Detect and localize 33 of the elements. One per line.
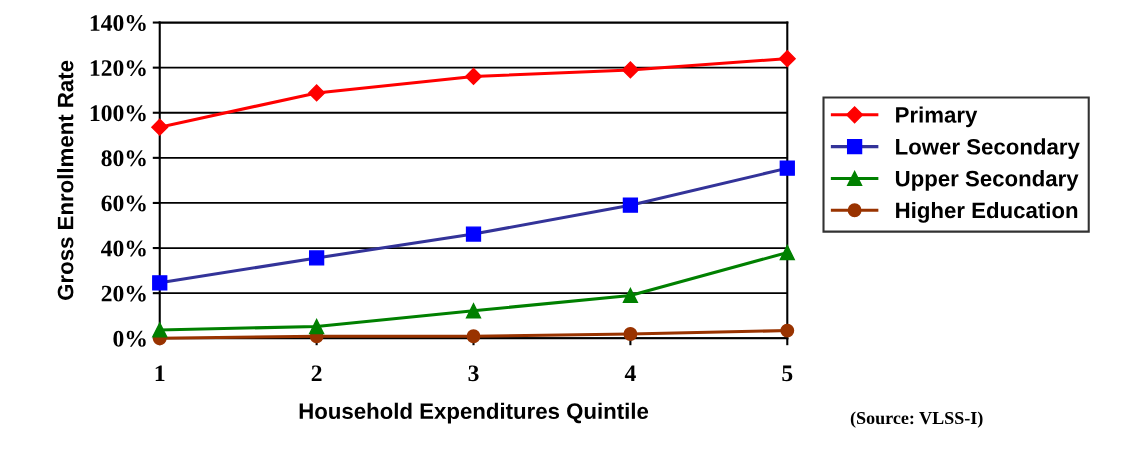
y-tick-label: 60%	[101, 195, 146, 212]
point	[621, 61, 639, 79]
point	[780, 323, 795, 338]
x-tick-label: 3	[468, 365, 479, 382]
y-tick-label: 20%	[101, 285, 146, 302]
legend-label: Higher Education	[896, 201, 1078, 223]
x-axis-title: Household Expenditures Quintile	[299, 402, 649, 424]
point	[464, 67, 483, 85]
x-tick-label: 4	[624, 365, 636, 382]
point	[308, 318, 325, 335]
y-axis-title: Gross Enrollment Rate	[57, 60, 74, 300]
point	[778, 50, 796, 68]
point	[465, 303, 482, 319]
x-tick-label: 1	[155, 365, 165, 382]
text: (Source: VLSS-I)	[850, 411, 983, 428]
y-tick-label: 80%	[101, 150, 146, 167]
legend-label: Lower Secondary	[896, 138, 1080, 160]
y-tick-label: 0%	[113, 330, 146, 347]
point	[151, 118, 169, 136]
y-tick-label: 100%	[90, 105, 146, 122]
point	[466, 329, 481, 344]
point	[623, 327, 638, 341]
y-tick-label: 140%	[90, 15, 146, 32]
y-tick-label: 120%	[90, 60, 146, 77]
x-tick-label: 2	[311, 365, 322, 382]
point	[152, 322, 168, 338]
point	[779, 244, 795, 261]
point	[622, 287, 639, 304]
x-tick-label: 5	[782, 365, 793, 382]
y-tick-label: 40%	[101, 240, 146, 257]
legend-label: Primary	[896, 106, 978, 128]
legend-label: Upper Secondary	[895, 170, 1079, 191]
point	[308, 84, 326, 102]
